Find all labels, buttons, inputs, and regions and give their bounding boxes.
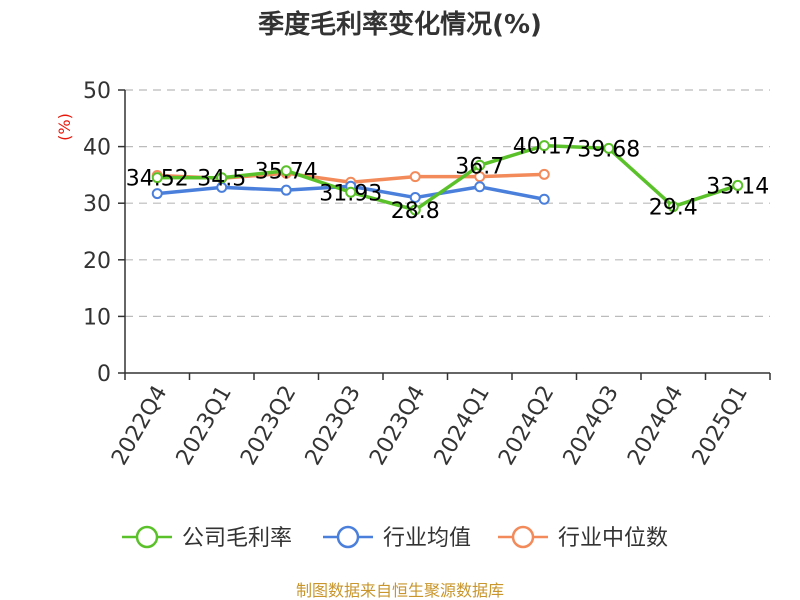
legend-item-0[interactable]: 公司毛利率 xyxy=(122,525,292,551)
legend-item-2[interactable]: 行业中位数 xyxy=(498,525,668,551)
data-label: 35.74 xyxy=(255,160,318,185)
data-label: 34.52 xyxy=(126,167,189,192)
data-point xyxy=(409,192,421,204)
x-tick-label: 2022Q4 xyxy=(107,382,172,470)
data-point xyxy=(151,172,163,184)
legend-swatch-marker xyxy=(135,525,159,549)
data-point xyxy=(409,171,421,183)
x-tick-label: 2023Q4 xyxy=(365,382,430,470)
legend-item-1[interactable]: 行业均值 xyxy=(323,525,471,551)
data-label: 40.17 xyxy=(513,135,576,160)
data-point xyxy=(538,168,550,180)
y-tick-label: 10 xyxy=(83,305,111,330)
x-tick-label: 2024Q2 xyxy=(494,382,559,470)
x-tick-label: 2023Q1 xyxy=(172,382,237,470)
legend-swatch-marker xyxy=(511,525,535,549)
data-point xyxy=(603,142,615,154)
data-label: 34.5 xyxy=(197,167,246,192)
data-label: 31.93 xyxy=(319,181,382,206)
y-tick-label: 20 xyxy=(83,249,111,274)
legend-label: 行业中位数 xyxy=(558,526,668,551)
x-tick-label: 2024Q4 xyxy=(623,382,688,470)
y-tick-label: 0 xyxy=(97,362,111,387)
data-point xyxy=(474,159,486,171)
data-label: 39.68 xyxy=(577,137,640,162)
data-point xyxy=(345,186,357,198)
y-axis-label: (%) xyxy=(55,113,74,141)
data-point xyxy=(474,171,486,183)
data-point xyxy=(151,188,163,200)
data-label: 29.4 xyxy=(649,196,698,221)
data-point xyxy=(409,204,421,216)
y-tick-label: 30 xyxy=(83,192,111,217)
x-tick-label: 2025Q1 xyxy=(688,382,753,470)
x-tick-label: 2024Q1 xyxy=(430,382,495,470)
data-label: 33.14 xyxy=(706,174,769,199)
data-point xyxy=(732,179,744,191)
data-point xyxy=(667,201,679,213)
legend[interactable]: 公司毛利率 行业均值 行业中位数 xyxy=(122,525,668,551)
data-point xyxy=(280,165,292,177)
legend-label: 行业均值 xyxy=(383,526,471,551)
legend-label: 公司毛利率 xyxy=(182,526,292,551)
chart-title: 季度毛利率变化情况(%) xyxy=(258,9,542,40)
x-tick-label: 2023Q3 xyxy=(301,382,366,470)
x-tick-label: 2024Q3 xyxy=(559,382,624,470)
legend-swatch-marker xyxy=(336,525,360,549)
data-label: 36.7 xyxy=(455,154,504,179)
series-line-0 xyxy=(157,143,739,212)
data-point xyxy=(280,184,292,196)
x-tick-label: 2023Q2 xyxy=(236,382,301,470)
data-point xyxy=(474,181,486,193)
axes: 0 10 20 30 40 50 2022Q4 2023Q1 2023Q2 2023Q3 2023Q… xyxy=(83,79,771,470)
source-note: 制图数据来自恒生聚源数据库 xyxy=(296,581,504,600)
data-label: 28.8 xyxy=(391,199,440,224)
y-tick-label: 40 xyxy=(83,136,111,161)
data-point xyxy=(538,193,550,205)
grid xyxy=(125,89,770,317)
data-point xyxy=(538,140,550,152)
y-tick-label: 50 xyxy=(83,79,111,104)
series-lines xyxy=(151,140,744,216)
data-point xyxy=(216,172,228,184)
